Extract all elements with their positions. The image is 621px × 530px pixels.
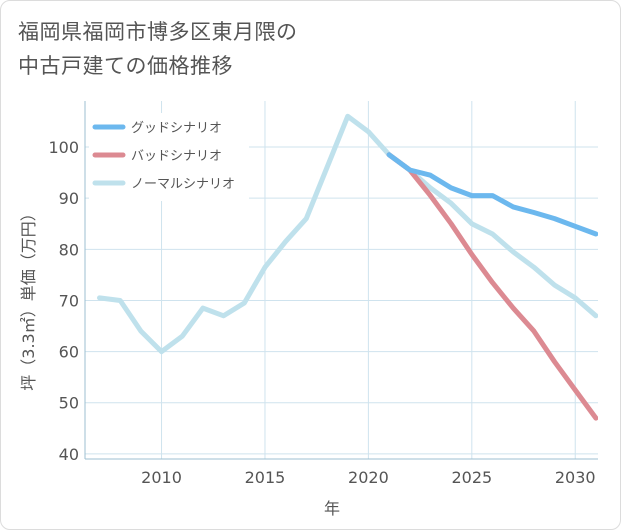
series-line-1 <box>386 152 598 421</box>
legend-label-0: グッドシナリオ <box>131 121 222 136</box>
x-tick-label-2020: 2020 <box>348 468 389 487</box>
legend-label-1: バッドシナリオ <box>131 149 222 164</box>
x-tick-label-2025: 2025 <box>451 468 492 487</box>
chart-title-line-1: 福岡県福岡市博多区東月隈の <box>18 20 298 44</box>
grid <box>85 101 598 459</box>
y-tick-label-90: 90 <box>59 189 79 208</box>
series-line-0 <box>386 152 598 237</box>
series-layer <box>97 113 598 421</box>
y-tick-label-80: 80 <box>59 240 79 259</box>
series-line-2 <box>97 113 598 355</box>
y-tick-label-40: 40 <box>59 445 79 464</box>
x-tick-label-2010: 2010 <box>141 468 182 487</box>
chart-title-line-2: 中古戸建ての価格推移 <box>18 54 233 78</box>
legend-label-2: ノーマルシナリオ <box>131 177 235 192</box>
x-axis-label: 年 <box>324 499 340 518</box>
tick-labels: 2010 2015 2020 2025 2030 40 50 60 70 80 90 100 <box>48 138 595 487</box>
chart-title: 福岡県福岡市博多区東月隈の 中古戸建ての価格推移 <box>18 15 298 83</box>
y-tick-label-50: 50 <box>59 394 79 413</box>
plot-frame <box>84 101 598 460</box>
y-axis-label: 坪（3.3㎡）単価（万円） <box>19 205 38 390</box>
y-tick-label-100: 100 <box>48 138 79 157</box>
x-tick-label-2030: 2030 <box>555 468 596 487</box>
y-tick-label-70: 70 <box>59 291 79 310</box>
x-tick-label-2015: 2015 <box>245 468 286 487</box>
y-tick-label-60: 60 <box>59 343 79 362</box>
